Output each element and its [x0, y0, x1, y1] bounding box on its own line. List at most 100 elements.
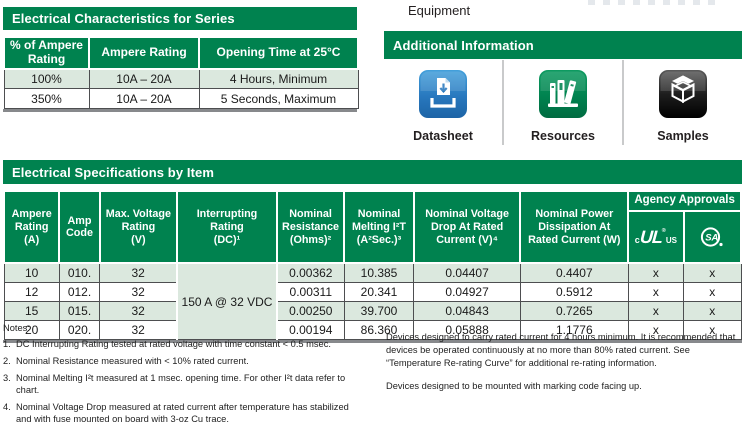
spec-cell: 0.00250: [276, 300, 345, 321]
spec-col-header-voltage-drop: Nominal Voltage Drop At Rated Current (V…: [412, 189, 522, 265]
resources-link[interactable]: Resources: [502, 60, 622, 145]
spec-cell: 10.385: [343, 262, 415, 283]
spec-cell: 015.: [58, 300, 101, 321]
spec-cell: 32: [99, 281, 178, 302]
samples-link[interactable]: Samples: [622, 60, 742, 145]
spec-cell: 0.04843: [413, 300, 521, 321]
cutoff-text-remnant: [588, 0, 716, 5]
agency-approvals-header: Agency Approvals: [627, 190, 742, 212]
spec-cell: 0.4407: [519, 262, 629, 283]
spec-cell: 1.1776: [519, 319, 629, 340]
characteristics-section-header: Electrical Characteristics for Series: [3, 7, 357, 30]
resources-books-icon: [539, 70, 587, 123]
characteristics-table-wrap: % of Ampere Rating Ampere Rating Opening…: [3, 36, 359, 113]
spec-cell-csa: x: [683, 281, 742, 302]
additional-info-title: Additional Information: [393, 37, 534, 53]
spec-cell: 20.341: [343, 281, 415, 302]
note-text: Nominal Melting I²t measured at 1 msec. …: [16, 373, 346, 396]
cul-us-mark-cell: c UL ® US: [627, 209, 685, 265]
spec-col-header-power: Nominal Power Dissipation At Rated Curre…: [519, 189, 630, 265]
note-number: 2.: [3, 356, 11, 367]
spec-cell-ul: x: [627, 319, 685, 340]
table-row: 12 012. 32 0.00311 20.341 0.04927 0.5912…: [3, 281, 742, 302]
spec-cell: 0.04407: [413, 262, 521, 283]
char-col-header-percent: % of Ampere Rating: [3, 36, 90, 70]
note-text: Nominal Resistance measured with < 10% r…: [16, 356, 249, 367]
spec-cell-csa: x: [683, 262, 742, 283]
spec-cell: 0.00362: [276, 262, 345, 283]
spec-col-header-melting: Nominal Melting I²T (A²Sec.)³: [343, 189, 415, 265]
spec-cell: 39.700: [343, 300, 415, 321]
char-col-header-opening: Opening Time at 25°C: [198, 36, 359, 70]
ul-logo-label: UL: [639, 227, 663, 248]
table-row: 350% 10A – 20A 5 Seconds, Maximum: [3, 88, 359, 110]
spec-cell: 0.05888: [413, 319, 521, 340]
additional-info-links: Datasheet: [384, 60, 742, 145]
spec-cell-ul: x: [627, 281, 685, 302]
spec-cell-ul: x: [627, 300, 685, 321]
csa-sa-label: SA: [705, 232, 718, 243]
spec-cell: 0.7265: [519, 300, 629, 321]
spec-cell: 15: [3, 300, 60, 321]
ul-us-label: US: [665, 236, 677, 246]
characteristics-table: % of Ampere Rating Ampere Rating Opening…: [3, 36, 359, 110]
spec-cell: 10: [3, 262, 60, 283]
spec-col-header-interrupting: Interrupting Rating (DC)¹: [176, 189, 278, 265]
equipment-list-remnant: Equipment: [408, 3, 471, 18]
interrupting-rating-merged-cell: 150 A @ 32 VDC: [176, 262, 278, 340]
note-item: 4. Nominal Voltage Drop measured at rate…: [3, 401, 363, 425]
spec-cell: 0.04927: [413, 281, 521, 302]
char-cell: 10A – 20A: [88, 68, 200, 90]
char-cell: 5 Seconds, Maximum: [198, 88, 359, 110]
spec-cell: 32: [99, 300, 178, 321]
spec-table: Ampere Rating (A) Amp Code Max. Voltage …: [2, 189, 742, 340]
table-row: 100% 10A – 20A 4 Hours, Minimum: [3, 68, 359, 90]
note-number: 4.: [3, 402, 11, 413]
spec-cell: 0.00194: [276, 319, 345, 340]
spec-col-header-resistance: Nominal Resistance (Ohms)²: [275, 189, 346, 265]
resources-link-label: Resources: [531, 129, 595, 143]
spec-cell: 12: [3, 281, 60, 302]
samples-box-icon: [659, 70, 707, 123]
char-col-header-ampere: Ampere Rating: [88, 36, 200, 70]
csa-mark-cell: SA: [682, 209, 742, 265]
table-row: 15 015. 32 0.00250 39.700 0.04843 0.7265…: [3, 300, 742, 321]
additional-info-section-header: Additional Information: [384, 31, 742, 59]
spec-cell: 020.: [58, 319, 101, 340]
spec-cell: 32: [99, 262, 178, 283]
spec-cell-ul: x: [627, 262, 685, 283]
spec-cell: 32: [99, 319, 178, 340]
table-row: 20 020. 32 0.00194 86.360 0.05888 1.1776…: [3, 319, 742, 340]
note-number: 3.: [3, 373, 11, 384]
note-item: 3. Nominal Melting I²t measured at 1 mse…: [3, 372, 363, 396]
char-cell: 100%: [3, 68, 90, 90]
spec-cell: 012.: [58, 281, 101, 302]
datasheet-link[interactable]: Datasheet: [384, 60, 502, 145]
spec-cell: 0.00311: [276, 281, 345, 302]
notes-left-column: Notes: 1. DC Interrupting Rating tested …: [3, 322, 363, 431]
spec-cell: 010.: [58, 262, 101, 283]
spec-col-header-code: Amp Code: [58, 189, 101, 265]
note-item: 1. DC Interrupting Rating tested at rate…: [3, 338, 363, 350]
spec-col-header-voltage: Max. Voltage Rating (V): [98, 189, 179, 265]
spec-title: Electrical Specifications by Item: [12, 164, 214, 180]
note-text: DC Interrupting Rating tested at rated v…: [16, 339, 331, 350]
note-item: 2. Nominal Resistance measured with < 10…: [3, 355, 363, 367]
spec-section-header: Electrical Specifications by Item: [3, 160, 742, 184]
csa-mark-icon: SA: [686, 226, 739, 249]
notes-right-paragraph: Devices designed to be mounted with mark…: [386, 381, 642, 392]
notes-title: Notes:: [3, 323, 30, 333]
samples-link-label: Samples: [657, 129, 709, 143]
spec-table-wrap: Ampere Rating (A) Amp Code Max. Voltage …: [2, 189, 742, 343]
note-number: 1.: [3, 339, 11, 350]
spec-cell: 0.5912: [519, 281, 629, 302]
cul-us-mark-icon: c UL ® US: [630, 227, 681, 248]
spec-col-header-ampere: Ampere Rating (A): [2, 189, 61, 265]
char-cell: 350%: [3, 88, 90, 110]
spec-cell: 20: [3, 319, 60, 340]
notes-right-column: Devices designed to carry rated current …: [386, 331, 738, 403]
spec-cell-csa: x: [683, 319, 742, 340]
characteristics-title: Electrical Characteristics for Series: [12, 11, 235, 26]
ul-c-label: c: [634, 235, 640, 246]
